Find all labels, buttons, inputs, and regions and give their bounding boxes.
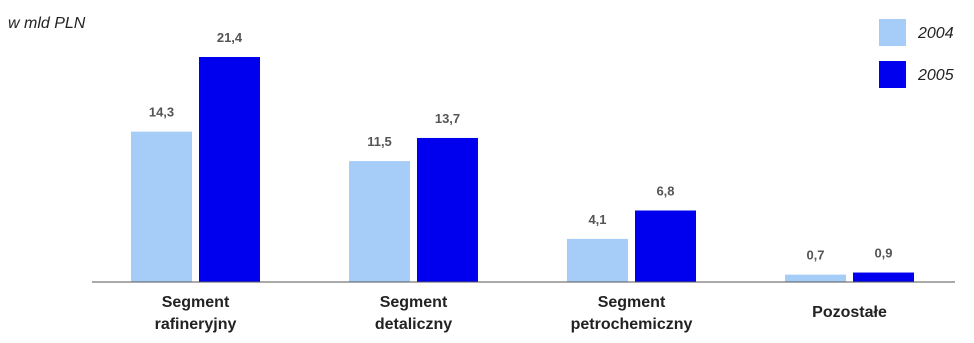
legend-swatch-2004 — [879, 19, 906, 46]
bar-2005-2 — [635, 210, 696, 282]
category-label-3: Pozostałe — [812, 304, 887, 321]
category-label-1: Segment detaliczny — [375, 294, 452, 333]
value-label-2004-1: 11,5 — [367, 134, 392, 149]
category-label-line: petrochemiczny — [571, 316, 693, 333]
unit-label: w mld PLN — [8, 15, 86, 32]
legend: 2004 2005 — [879, 19, 954, 88]
value-label-2004-0: 14,3 — [149, 105, 174, 120]
value-label-2005-0: 21,4 — [217, 30, 243, 45]
category-label-0: Segment rafineryjny — [155, 294, 237, 333]
legend-swatch-2005 — [879, 61, 906, 88]
bar-2005-0 — [199, 57, 260, 282]
value-label-2005-1: 13,7 — [435, 111, 460, 126]
bar-2004-0 — [131, 131, 192, 282]
category-label-line: Pozostałe — [812, 304, 887, 321]
category-label-line: rafineryjny — [155, 316, 237, 333]
bars-group: 14,3 21,4 11,5 13,7 4,1 6,8 0,7 0,9 — [131, 30, 914, 282]
category-label-line: Segment — [380, 294, 448, 311]
value-label-2004-2: 4,1 — [588, 212, 606, 227]
value-label-2005-2: 6,8 — [656, 184, 674, 199]
bar-2004-2 — [567, 238, 628, 282]
category-label-2: Segment petrochemiczny — [571, 294, 693, 333]
bar-2004-3 — [785, 274, 846, 282]
bar-2005-3 — [853, 272, 914, 282]
value-label-2005-3: 0,9 — [874, 246, 892, 261]
legend-label-2004: 2004 — [917, 25, 954, 42]
legend-label-2005: 2005 — [917, 67, 954, 84]
value-label-2004-3: 0,7 — [806, 248, 824, 263]
category-label-line: detaliczny — [375, 316, 452, 333]
category-label-line: Segment — [162, 294, 230, 311]
bar-2004-1 — [349, 161, 410, 282]
bar-2005-1 — [417, 137, 478, 282]
category-label-line: Segment — [598, 294, 666, 311]
